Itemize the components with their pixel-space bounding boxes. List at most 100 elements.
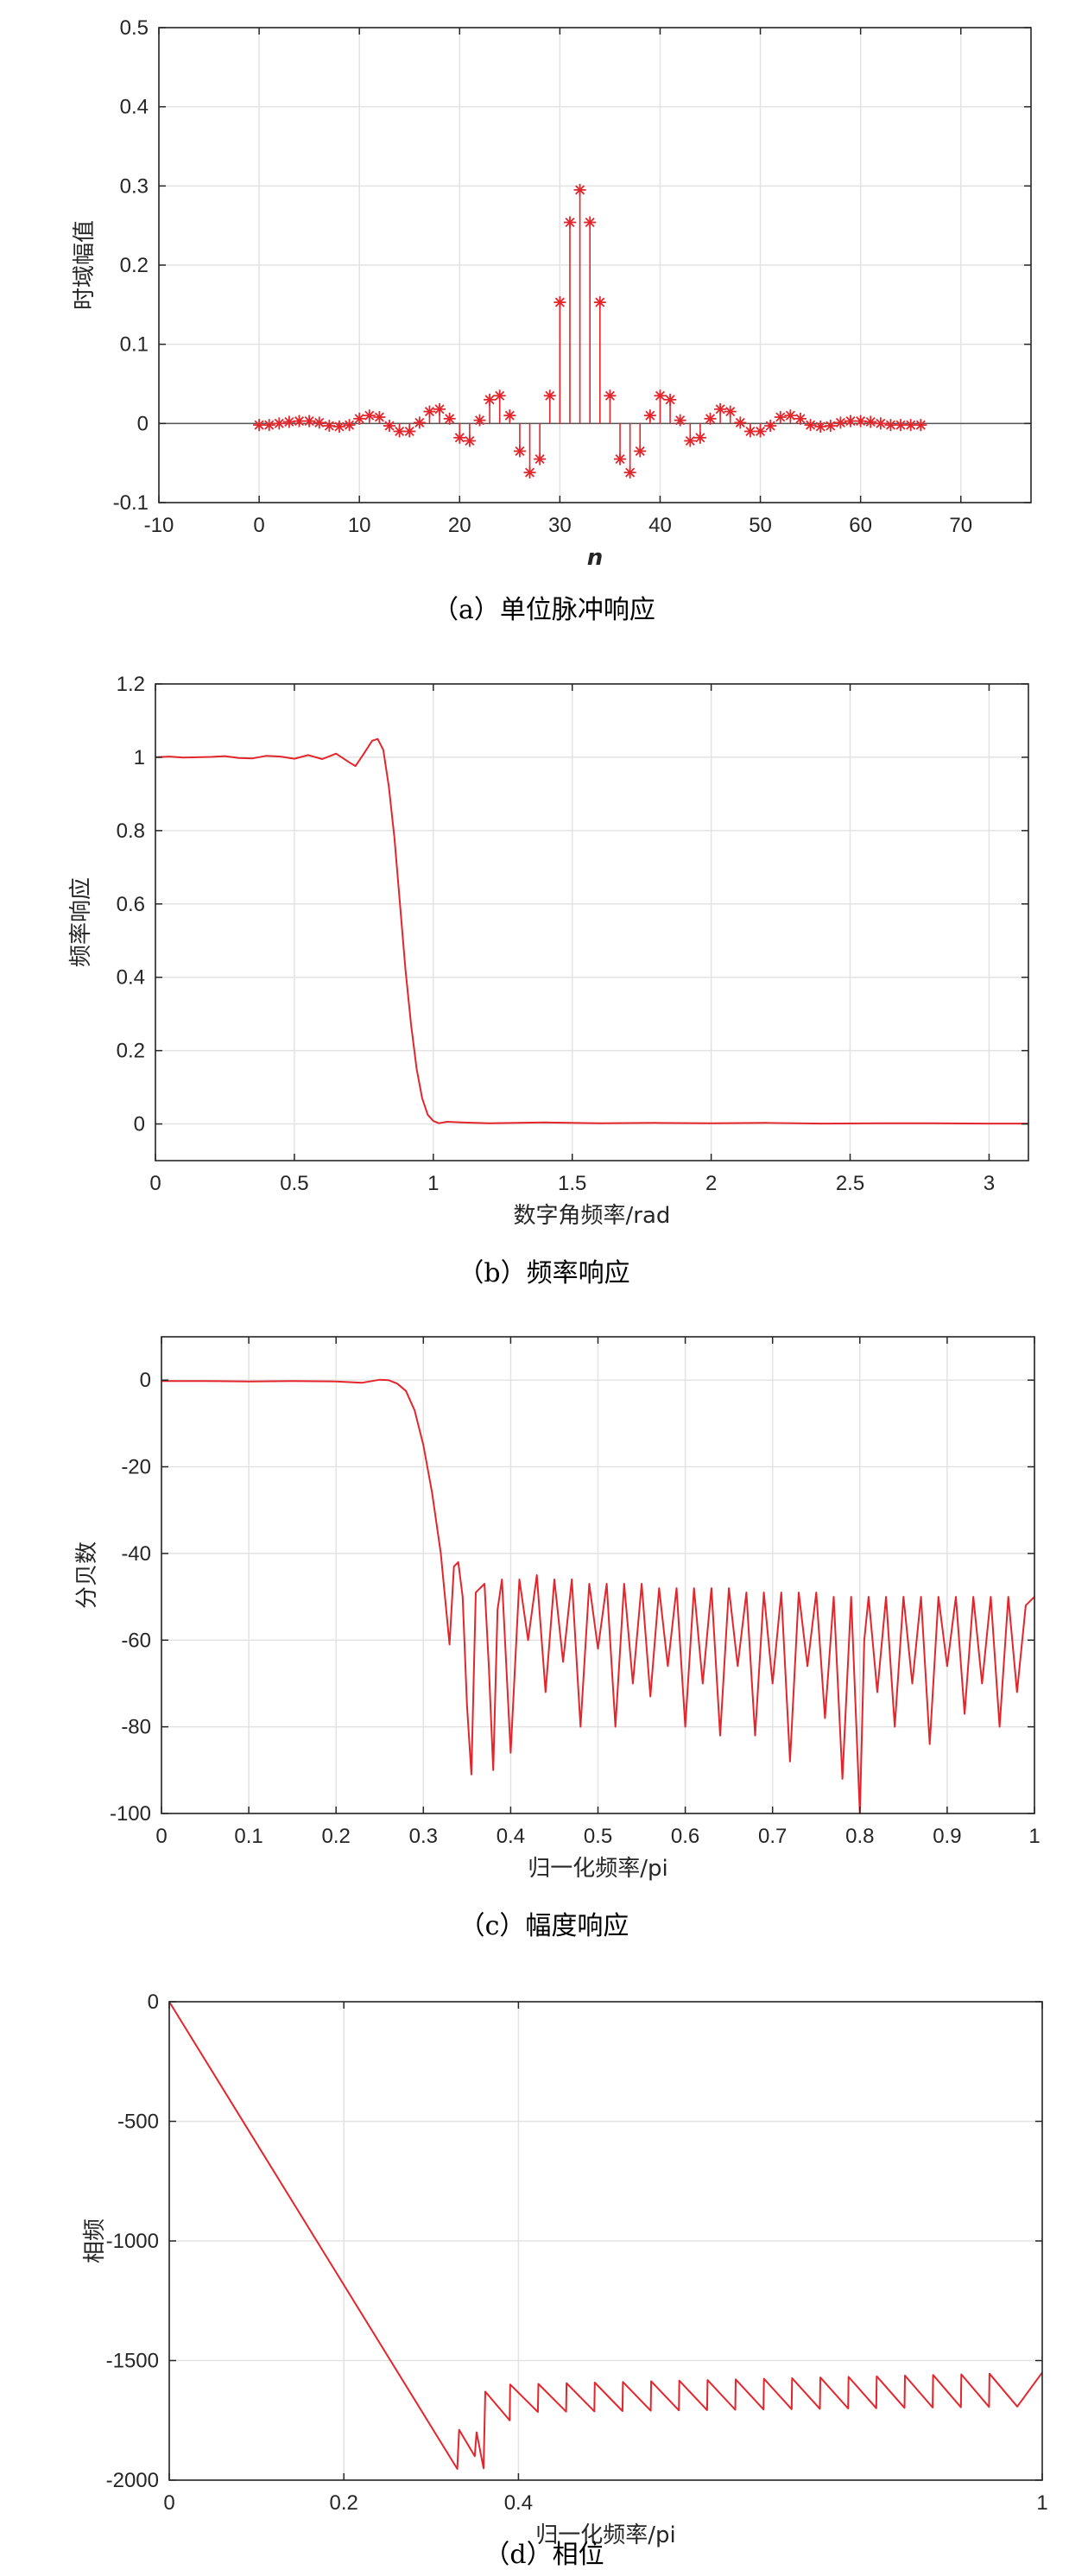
y-tick-label: -500 xyxy=(117,2111,159,2134)
stem-marker xyxy=(593,296,606,309)
marker-stroke xyxy=(274,418,284,428)
y-tick-label: 0.6 xyxy=(117,893,145,916)
marker-stroke xyxy=(604,390,615,401)
stem-marker xyxy=(282,415,295,428)
stem-marker xyxy=(553,296,566,309)
marker-stroke xyxy=(364,410,375,421)
marker-stroke xyxy=(474,415,485,426)
x-tick-label: 0.1 xyxy=(234,1825,263,1848)
stem-marker xyxy=(634,445,647,458)
marker-stroke xyxy=(554,297,565,307)
x-tick-label: 1.5 xyxy=(558,1172,586,1195)
stem-marker xyxy=(794,412,807,425)
y-tick-label: 0.4 xyxy=(117,966,145,990)
marker-stroke xyxy=(705,414,716,424)
marker-stroke xyxy=(294,416,305,427)
y-tick-label: -1000 xyxy=(106,2230,159,2253)
y-tick-label: 1 xyxy=(134,746,145,769)
y-tick-label: 0.5 xyxy=(120,16,149,40)
x-tick-label: 1 xyxy=(1028,1825,1040,1848)
x-tick-label: 0 xyxy=(163,2491,174,2515)
marker-stroke xyxy=(304,416,314,427)
stem-marker xyxy=(864,415,877,428)
stem-marker xyxy=(584,216,597,229)
x-tick-label: 0.8 xyxy=(845,1825,874,1848)
y-tick-label: 0.3 xyxy=(120,174,149,198)
marker-stroke xyxy=(575,185,585,195)
x-tick-label: 1 xyxy=(1036,2491,1047,2515)
x-tick-label: 40 xyxy=(648,514,672,537)
series xyxy=(168,2001,1043,2470)
marker-stroke xyxy=(434,404,445,415)
y-tick-label: 0.2 xyxy=(117,1040,145,1063)
stem-marker xyxy=(643,409,656,422)
stem-marker xyxy=(383,420,396,433)
marker-stroke xyxy=(625,467,636,478)
marker-stroke xyxy=(615,454,625,465)
y-tick-label: 0 xyxy=(140,1369,151,1392)
marker-stroke xyxy=(334,421,345,432)
x-tick-label: 0.5 xyxy=(584,1825,612,1848)
tick-labels: 0 0.5 1 1.5 2 2.5 3 0 0.2 0.4 0.6 0.8 1 1.2 xyxy=(117,673,1028,1195)
stem-marker xyxy=(332,421,345,433)
stem-marker xyxy=(674,414,686,427)
y-tick-label: -0.1 xyxy=(113,491,149,515)
x-tick-label: 60 xyxy=(849,514,872,537)
stem-marker xyxy=(623,466,636,479)
stem-marker xyxy=(273,417,286,430)
marker-stroke xyxy=(856,416,866,427)
stem-marker xyxy=(874,417,887,430)
stem-marker xyxy=(563,216,576,229)
stem-marker xyxy=(693,431,706,444)
series xyxy=(155,737,1028,1125)
stem-marker xyxy=(573,183,586,196)
stem-marker xyxy=(484,393,497,406)
marker-stroke xyxy=(395,426,405,437)
panel-caption: （d）相位 xyxy=(484,2540,604,2570)
y-tick-label: -20 xyxy=(121,1456,151,1479)
stem-marker xyxy=(453,431,466,444)
stem-marker xyxy=(684,434,697,447)
marker-stroke xyxy=(414,417,425,427)
x-tick-label: 0.2 xyxy=(322,1825,351,1848)
stem-marker xyxy=(373,411,386,423)
x-tick-label: 0.5 xyxy=(280,1172,308,1195)
x-tick-label: 3 xyxy=(984,1172,995,1195)
y-tick-label: 0.1 xyxy=(120,333,149,357)
y-axis-label: 频率响应 xyxy=(68,877,94,967)
marker-stroke xyxy=(876,418,886,428)
marker-stroke xyxy=(424,407,434,417)
marker-stroke xyxy=(785,410,795,421)
marker-stroke xyxy=(384,421,395,431)
marker-stroke xyxy=(765,421,775,431)
marker-stroke xyxy=(825,421,836,431)
marker-stroke xyxy=(495,390,505,401)
x-axis-label: 数字角频率/rad xyxy=(514,1203,671,1229)
stem-marker xyxy=(804,419,817,432)
marker-stroke xyxy=(504,410,515,421)
stem-marker xyxy=(313,416,326,429)
marker-stroke xyxy=(915,420,926,430)
stem-marker xyxy=(473,414,486,427)
stem-marker xyxy=(754,425,767,438)
y-tick-label: 0 xyxy=(137,412,149,435)
tick-labels: 0 0.2 0.4 1 -2000 -1500 -1000 -500 0 xyxy=(106,1991,1048,2515)
stem-marker xyxy=(614,453,627,465)
series-line xyxy=(168,2001,1043,2470)
marker-stroke xyxy=(775,412,786,422)
y-axis-label: 相频 xyxy=(82,2218,108,2263)
series-line xyxy=(155,737,1028,1125)
marker-stroke xyxy=(715,404,725,415)
panel-caption: （c）幅度响应 xyxy=(459,1911,629,1941)
x-tick-label: 0 xyxy=(149,1172,161,1195)
stem-marker xyxy=(834,416,847,429)
chart-panel-a: -10 0 10 20 30 40 50 60 70 -0.1 0 0.1 0.2 0.3 0.4 0.5 n 时… xyxy=(72,16,1032,625)
marker-stroke xyxy=(445,414,455,424)
y-axis-label: 时域幅值 xyxy=(72,220,98,310)
stem-marker xyxy=(914,419,927,432)
x-tick-label: 30 xyxy=(548,514,572,537)
marker-stroke xyxy=(565,217,575,228)
stem-marker xyxy=(854,415,867,427)
marker-stroke xyxy=(865,416,876,427)
marker-stroke xyxy=(404,426,414,437)
